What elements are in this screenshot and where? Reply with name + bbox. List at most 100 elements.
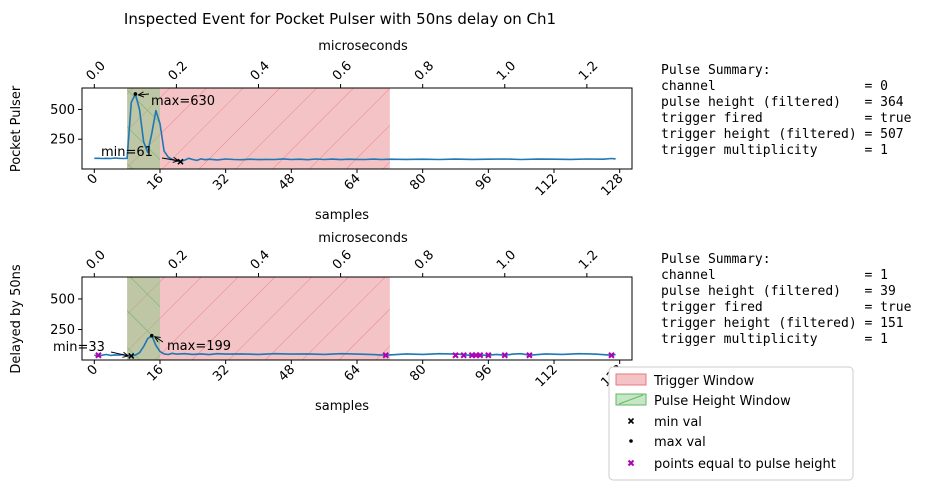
panel0-top-tick-label: 1.0 bbox=[494, 59, 519, 84]
legend-max-label: max val bbox=[654, 435, 706, 450]
legend-min-label: min val bbox=[654, 415, 702, 430]
panel1-equal-point bbox=[526, 352, 533, 359]
panel0-x-tick-label: 16 bbox=[145, 171, 167, 193]
legend-trigger-window-swatch bbox=[615, 373, 647, 386]
legend-pulse-window-swatch-hatch bbox=[618, 394, 644, 405]
panel1-summary-line: trigger multiplicity = 1 bbox=[661, 332, 888, 347]
legend-trigger-window-label: Trigger Window bbox=[653, 374, 755, 389]
panel0-min-label: min=61 bbox=[101, 145, 153, 160]
panel0-pulse-window-hatch bbox=[127, 88, 160, 169]
panel0-x-tick-label: 96 bbox=[473, 171, 495, 193]
panel0-summary-line: Pulse Summary: bbox=[661, 63, 771, 78]
panel1-series-line bbox=[94, 334, 616, 357]
panel0-summary-line: trigger multiplicity = 1 bbox=[661, 143, 888, 158]
panel1-x-tick-label: 112 bbox=[533, 362, 561, 390]
panel0-y-tick-label: 500 bbox=[50, 103, 75, 118]
panel1-equal-point bbox=[452, 352, 459, 359]
panel1-top-tick-label: 0.2 bbox=[166, 248, 191, 273]
legend-max-swatch bbox=[629, 439, 633, 443]
legend: Trigger Window Pulse Height Window min val… bbox=[608, 366, 854, 481]
panel1-y-axis-label: Delayed by 50ns bbox=[9, 264, 24, 374]
panel0-summary-line: trigger height (filtered) = 507 bbox=[661, 127, 904, 142]
panel1-top-tick-label: 1.2 bbox=[576, 248, 601, 273]
legend-equal-label: points equal to pulse height bbox=[654, 457, 836, 472]
panel0-trace bbox=[94, 93, 616, 163]
panel1-summary-line: Pulse Summary: bbox=[661, 252, 771, 267]
panel0-x-tick-label: 80 bbox=[407, 171, 429, 193]
panel0-max-point bbox=[133, 92, 138, 96]
panel1-x-tick-label: 0 bbox=[85, 362, 101, 378]
panel1-equal-point bbox=[95, 352, 102, 359]
legend-equal-swatch bbox=[627, 459, 635, 467]
panel0-x-tick-label: 32 bbox=[210, 171, 232, 193]
panel1-min-point bbox=[128, 352, 135, 360]
panel0-windows bbox=[127, 88, 390, 169]
panel0-markers bbox=[133, 91, 184, 165]
panel1-min-arrow bbox=[110, 351, 130, 358]
panel1-top-tick-label: 1.0 bbox=[494, 248, 519, 273]
panel0-top-axis-label: microseconds bbox=[318, 39, 408, 54]
panel1-top-axis-label: microseconds bbox=[318, 231, 408, 246]
panel0-top-tick-label: 0.4 bbox=[248, 59, 273, 84]
panel1-summary-line: trigger fired = true bbox=[661, 300, 912, 315]
panel1-max-label: max=199 bbox=[167, 339, 231, 354]
panel0-top-tick-label: 1.2 bbox=[576, 59, 601, 84]
panel0-x-tick-label: 128 bbox=[598, 171, 626, 199]
panel0-summary-line: trigger fired = true bbox=[661, 111, 912, 126]
panel0-x-tick-label: 64 bbox=[342, 171, 364, 193]
panel1-equal-point bbox=[501, 352, 508, 359]
legend-frame bbox=[608, 366, 854, 481]
panel1-top-tick-label: 0.8 bbox=[412, 248, 437, 273]
panel1-equal-point bbox=[608, 352, 615, 359]
figure-title: Inspected Event for Pocket Pulser with 5… bbox=[124, 10, 556, 28]
panel0-trigger-window-hatch bbox=[127, 88, 390, 169]
panel1-trace bbox=[94, 334, 616, 357]
panel0-y-axis-label: Pocket Pulser bbox=[9, 85, 24, 172]
panel0-x-axis-label: samples bbox=[315, 208, 369, 223]
panel1-x-tick-label: 64 bbox=[342, 362, 364, 384]
panel1-windows bbox=[127, 277, 390, 360]
panel1-summary-line: channel = 1 bbox=[661, 268, 888, 283]
panel1-x-tick-label: 16 bbox=[145, 362, 167, 384]
panel0-y-tick-label: 250 bbox=[50, 133, 75, 148]
panel1-top-tick-label: 0.6 bbox=[330, 248, 355, 273]
panel1-equal-point bbox=[476, 352, 484, 359]
panel0-min-arrow bbox=[161, 156, 180, 163]
panel1-markers bbox=[95, 333, 615, 360]
panel0-summary-line: pulse height (filtered) = 364 bbox=[661, 95, 904, 110]
pocket-pulser-panel: 250 500 0 16 32 48 64 80 96 112 128 0.0 0.2 0.4 0.6 0.8… bbox=[9, 39, 912, 223]
panel1-x-tick-label: 96 bbox=[473, 362, 495, 384]
panel1-x-tick-label: 48 bbox=[276, 362, 298, 384]
panel0-top-tick-label: 0.0 bbox=[84, 59, 109, 84]
panel0-min-point bbox=[177, 158, 184, 165]
panel0-max-label: max=630 bbox=[151, 94, 215, 109]
panel0-top-tick-label: 0.2 bbox=[166, 59, 191, 84]
panel0-x-tick-label: 112 bbox=[533, 171, 561, 199]
panel0-x-tick-label: 48 bbox=[276, 171, 298, 193]
panel0-series-line bbox=[94, 93, 616, 163]
panel0-x-tick-label: 0 bbox=[85, 171, 101, 187]
panel1-equal-point bbox=[460, 352, 467, 359]
panel1-equal-point bbox=[382, 352, 389, 359]
panel1-x-axis-label: samples bbox=[315, 399, 369, 414]
panel1-min-label: min=33 bbox=[53, 340, 105, 355]
legend-pulse-window-label: Pulse Height Window bbox=[654, 394, 791, 409]
panel1-top-tick-label: 0.0 bbox=[84, 248, 109, 273]
panel1-summary-line: pulse height (filtered) = 39 bbox=[661, 284, 896, 299]
panel1-max-arrow bbox=[153, 336, 164, 343]
panel1-y-tick-label: 250 bbox=[50, 323, 75, 338]
panel1-max-point bbox=[149, 333, 154, 338]
panel1-x-tick-label: 32 bbox=[210, 362, 232, 384]
panel0-summary-line: channel = 0 bbox=[661, 79, 888, 94]
panel1-y-tick-label: 500 bbox=[50, 292, 75, 307]
legend-min-swatch bbox=[627, 417, 635, 425]
panel1-summary-line: trigger height (filtered) = 151 bbox=[661, 316, 904, 331]
panel0-top-tick-label: 0.8 bbox=[412, 59, 437, 84]
panel1-equal-point bbox=[485, 352, 492, 359]
panel1-x-tick-label: 80 bbox=[407, 362, 429, 384]
panel0-max-arrow bbox=[137, 91, 150, 98]
panel0-top-tick-label: 0.6 bbox=[330, 59, 355, 84]
